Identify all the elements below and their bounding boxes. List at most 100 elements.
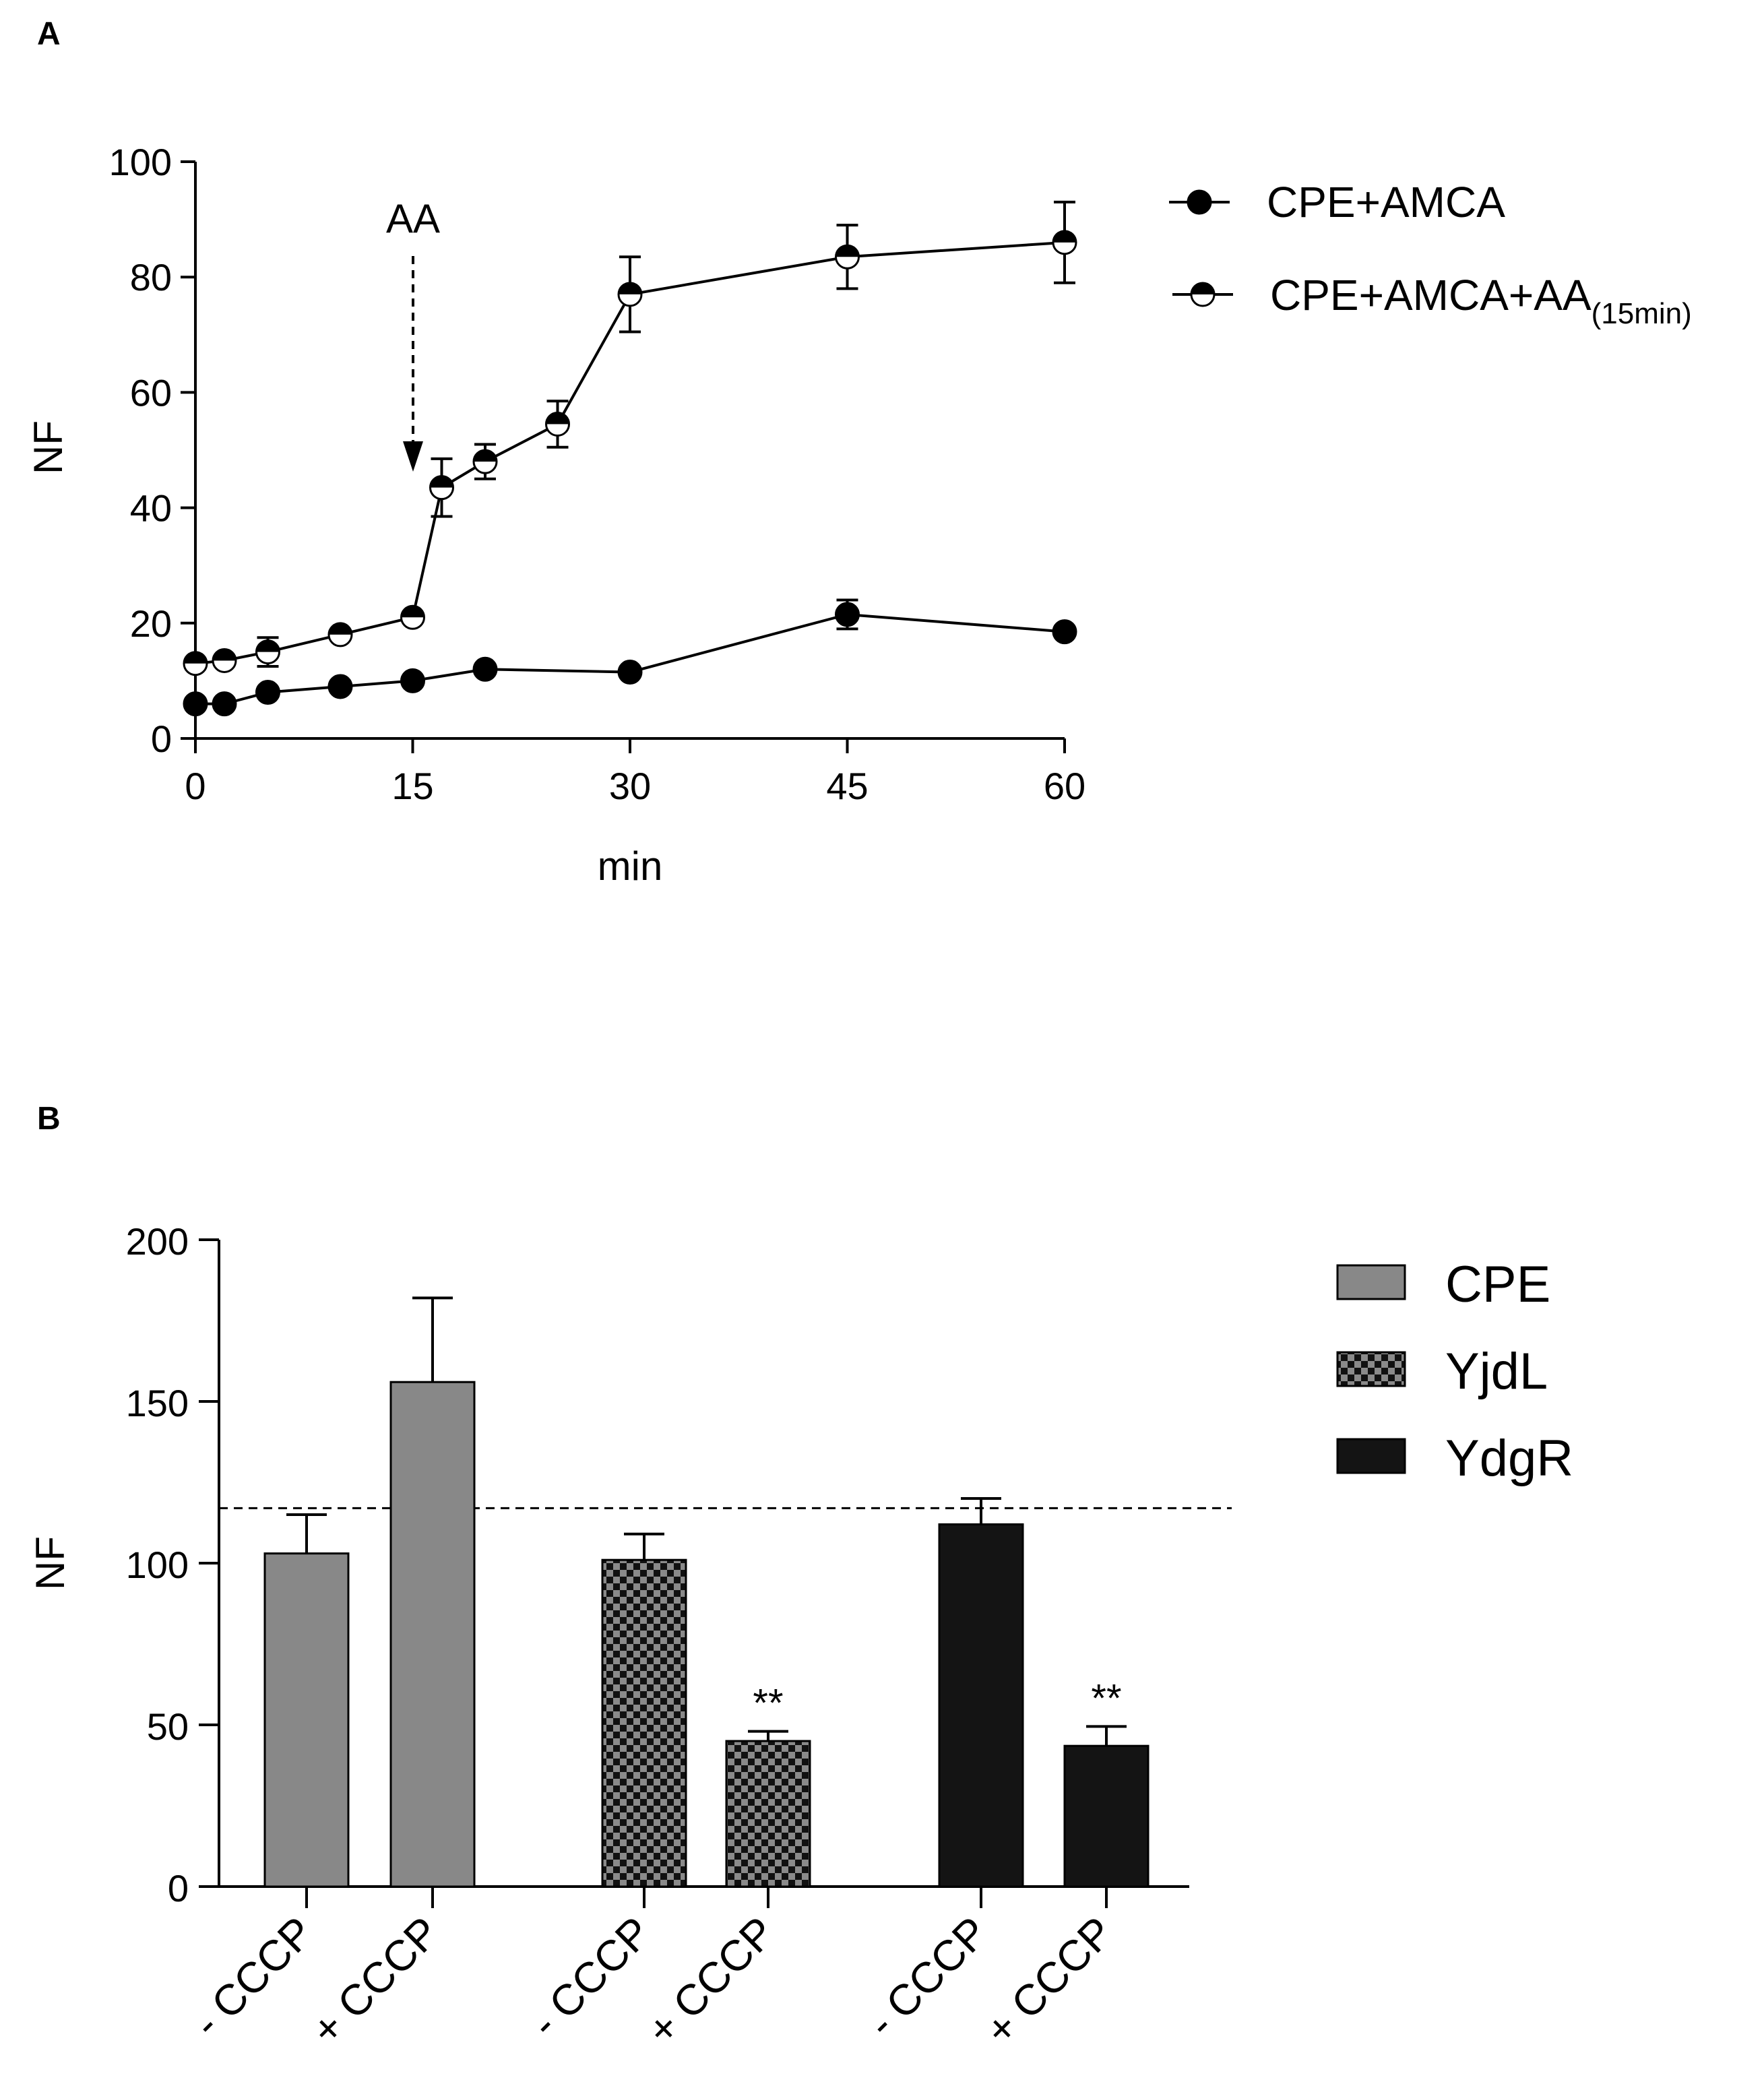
bar-rect (601, 1558, 687, 1888)
data-point (255, 680, 280, 705)
x-category-label: - CCCP (858, 1907, 997, 2047)
data-point (255, 639, 280, 665)
x-tick-label: 30 (609, 765, 651, 807)
x-tick-label: 60 (1044, 765, 1085, 807)
legend-label-cpe: CPE (1445, 1256, 1550, 1313)
legend-item-cpe: CPE (1336, 1256, 1550, 1313)
line-series-group (183, 200, 1077, 717)
bar-yjdl-minus-cccp (601, 1532, 687, 1888)
y-tick-label: 150 (126, 1382, 189, 1424)
y-tick-label: 100 (126, 1544, 189, 1586)
y-axis-ticks: 0 50 100 150 200 (126, 1220, 219, 1909)
data-point (617, 660, 643, 685)
legend-label-cpe-amca-aa: CPE+AMCA+AA(15min) (1270, 271, 1692, 330)
x-tick-label: 45 (826, 765, 868, 807)
bar-rect (938, 1523, 1024, 1888)
legend-label-ydgr: YdgR (1445, 1430, 1573, 1487)
x-tick-label: 15 (391, 765, 433, 807)
data-point-half-fill (213, 649, 236, 661)
data-point-half-fill (474, 450, 497, 462)
y-tick-label: 0 (168, 1867, 189, 1909)
bar-rect (389, 1381, 476, 1888)
data-point-half-fill (546, 412, 569, 424)
data-point-half-fill (619, 282, 641, 294)
significance-label: ** (1091, 1676, 1121, 1720)
data-point-half-fill (401, 606, 424, 618)
legend-label-cpe-amca: CPE+AMCA (1267, 178, 1505, 226)
data-point (1052, 230, 1077, 255)
series-line (195, 612, 1065, 705)
data-point (327, 622, 353, 647)
x-axis-title: min (598, 844, 663, 889)
data-point (835, 244, 860, 270)
y-tick-label: 80 (130, 256, 172, 298)
bar-ydgr-minus-cccp (938, 1497, 1024, 1888)
bar-rect (1063, 1744, 1149, 1888)
bar-group: ** ** (263, 1296, 1149, 1888)
y-tick-label: 40 (130, 487, 172, 530)
legend-marker-filled-circle (1187, 189, 1212, 215)
data-point (400, 668, 425, 693)
y-tick-label: 60 (130, 371, 172, 414)
bar-rect (725, 1740, 811, 1888)
data-point (429, 475, 454, 501)
bar-yjdl-plus-cccp: ** (725, 1682, 811, 1888)
data-point (545, 411, 570, 437)
aa-annotation-label: AA (386, 196, 440, 241)
data-point (327, 674, 353, 699)
aa-annotation: AA (386, 196, 440, 472)
data-point (1052, 619, 1077, 645)
legend-marker-half-circle-fill (1191, 283, 1214, 294)
data-point (617, 282, 643, 307)
y-tick-label: 200 (126, 1220, 189, 1263)
data-point (472, 449, 498, 474)
x-category-label: - CCCP (521, 1907, 660, 2047)
x-category-label: + CCCP (976, 1907, 1123, 2054)
data-point-half-fill (430, 476, 453, 488)
legend-swatch-cpe (1336, 1264, 1406, 1300)
y-axis-title: NF (28, 1536, 73, 1590)
legend-panel-b: CPE YjdL YdgR (1336, 1256, 1573, 1487)
y-tick-label: 50 (147, 1705, 189, 1748)
data-point (212, 691, 237, 717)
bar-ydgr-plus-cccp: ** (1063, 1676, 1149, 1888)
bar-rect (263, 1552, 350, 1888)
legend-swatch-yjdl (1336, 1351, 1406, 1387)
x-category-label: + CCCP (302, 1907, 449, 2054)
legend-label-yjdl: YjdL (1445, 1343, 1548, 1400)
y-axis-title: NF (26, 420, 71, 474)
data-point-half-fill (184, 652, 207, 664)
data-point-half-fill (836, 245, 859, 257)
y-tick-label: 100 (109, 141, 172, 183)
bar-cpe-minus-cccp (263, 1513, 350, 1888)
legend-item-cpe-amca-aa: CPE+AMCA+AA(15min) (1172, 271, 1692, 330)
data-point-half-fill (329, 623, 352, 635)
x-category-label: - CCCP (183, 1907, 323, 2047)
legend-swatch-ydgr (1336, 1438, 1406, 1474)
legend-item-ydgr: YdgR (1336, 1430, 1573, 1487)
legend-label-main: CPE+AMCA+AA (1270, 271, 1592, 319)
series-cpe-amca (183, 598, 1077, 717)
legend-item-yjdl: YjdL (1336, 1343, 1548, 1400)
data-point-half-fill (1053, 230, 1076, 243)
x-axis-ticks: 0 15 30 45 60 (185, 738, 1085, 807)
series-cpe-amca-aa (183, 200, 1077, 676)
data-point (472, 656, 498, 682)
data-point (183, 691, 208, 717)
data-point (212, 647, 237, 673)
y-tick-label: 0 (151, 718, 172, 760)
data-point (835, 602, 860, 627)
y-axis-ticks: 0 20 40 60 80 100 (109, 141, 195, 760)
aa-arrow-head (403, 441, 423, 472)
x-axis-category-labels: - CCCP+ CCCP - CCCP+ CCCP - CCCP+ CCCP (183, 1887, 1123, 2054)
bar-cpe-plus-cccp (389, 1296, 476, 1888)
legend-panel-a: CPE+AMCA CPE+AMCA+AA(15min) (1169, 178, 1692, 330)
data-point (183, 651, 208, 676)
legend-label-subscript: (15min) (1592, 297, 1692, 330)
significance-label: ** (753, 1682, 783, 1726)
panel-a-letter: A (37, 16, 61, 52)
data-point-half-fill (256, 640, 280, 652)
y-tick-label: 20 (130, 602, 172, 645)
